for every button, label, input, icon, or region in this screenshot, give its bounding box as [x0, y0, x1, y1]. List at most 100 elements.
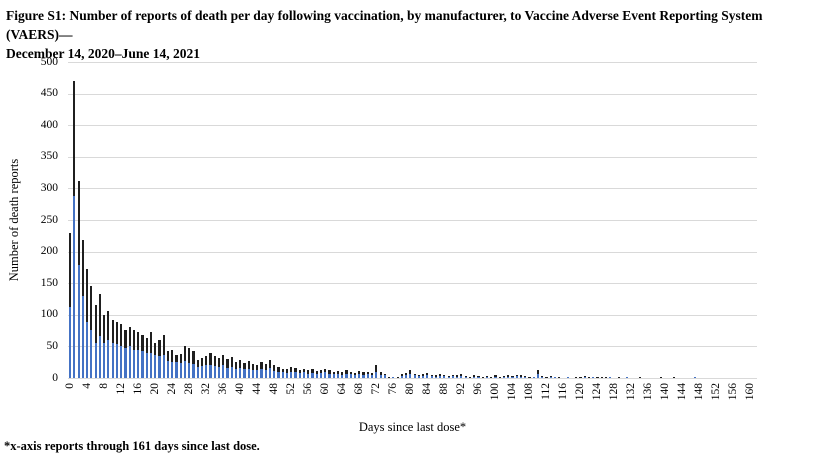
x-tick-label-48: 48 [267, 383, 280, 395]
bar-day-7-blue [98, 336, 101, 378]
x-tick-label-88: 88 [437, 383, 450, 395]
bar-day-29-black [192, 350, 195, 365]
bar-day-72-black [375, 365, 378, 372]
bar-day-3-black [81, 240, 84, 296]
bar-day-84-blue [426, 375, 429, 378]
bar-day-36-blue [222, 365, 225, 378]
bar-day-14-blue [128, 346, 131, 378]
gridline-450 [68, 93, 757, 95]
bar-day-64-black [341, 372, 344, 375]
bar-day-53-black [294, 367, 297, 373]
bar-day-59-blue [319, 372, 323, 378]
bar-day-52-black [290, 366, 293, 372]
x-tick-label-20: 20 [148, 383, 161, 395]
bar-day-22-black [162, 335, 165, 355]
x-tick-label-8: 8 [97, 383, 110, 389]
gridline-350 [68, 156, 757, 158]
bar-day-139-black [660, 376, 663, 378]
bar-day-26-blue [179, 363, 182, 378]
bar-day-115-black [558, 376, 561, 378]
x-tick-label-96: 96 [471, 383, 484, 395]
bar-day-47-blue [268, 367, 272, 378]
footnote: *x-axis reports through 161 days since l… [4, 439, 260, 453]
y-tick-label-450: 450 [40, 87, 58, 100]
bar-day-122-black [587, 376, 591, 378]
x-tick-label-104: 104 [505, 383, 518, 401]
bar-day-106-black [519, 375, 523, 377]
bar-day-16-black [137, 331, 140, 351]
x-tick-label-60: 60 [318, 383, 331, 395]
x-tick-label-40: 40 [233, 383, 246, 395]
y-tick-label-400: 400 [40, 118, 58, 131]
bar-day-134-black [638, 376, 642, 378]
bar-day-94-blue [468, 377, 471, 378]
bar-day-79-black [405, 372, 408, 376]
bar-day-28-black [188, 348, 191, 364]
bar-day-47-black [268, 360, 272, 368]
bar-day-1-black [73, 80, 76, 196]
x-tick-label-16: 16 [131, 383, 144, 395]
bar-day-42-blue [247, 368, 250, 378]
bar-day-60-black [324, 368, 327, 373]
bar-day-127-blue [609, 377, 612, 378]
bar-day-91-black [456, 375, 459, 377]
bar-day-101-blue [498, 377, 501, 378]
bar-day-12-blue [120, 346, 123, 378]
bar-day-58-black [315, 371, 318, 375]
bar-day-102-blue [502, 376, 506, 378]
bar-day-104-black [511, 376, 514, 377]
x-tick-label-84: 84 [420, 383, 433, 395]
bar-day-24-black [171, 350, 174, 362]
bar-day-73-blue [379, 374, 382, 378]
bar-day-92-blue [460, 376, 463, 378]
gridline-400 [68, 125, 757, 127]
bar-day-97-black [481, 376, 484, 378]
bar-day-112-black [545, 376, 548, 378]
x-tick-label-4: 4 [80, 383, 93, 389]
y-tick-label-250: 250 [40, 213, 58, 226]
bar-day-50-blue [281, 372, 284, 378]
bar-day-84-black [426, 372, 429, 376]
bar-day-44-blue [256, 370, 259, 378]
bar-day-70-blue [366, 374, 369, 378]
y-tick-label-350: 350 [40, 150, 58, 163]
bar-day-61-blue [328, 373, 331, 378]
x-tick-label-100: 100 [488, 383, 501, 401]
bar-day-70-black [366, 371, 369, 375]
bar-day-20-black [154, 343, 157, 356]
gridline-300 [68, 188, 757, 190]
x-tick-label-52: 52 [284, 383, 297, 395]
x-tick-label-76: 76 [386, 383, 399, 395]
x-tick-label-160: 160 [744, 383, 757, 401]
x-tick-label-136: 136 [642, 383, 655, 401]
bar-day-29-blue [192, 364, 195, 378]
bar-day-4-blue [86, 322, 89, 378]
bar-day-80-blue [409, 374, 412, 378]
bar-day-20-blue [154, 355, 157, 378]
bar-day-10-blue [111, 342, 114, 378]
gridline-200 [68, 251, 757, 253]
bar-day-6-blue [94, 343, 97, 378]
bar-day-56-black [307, 370, 310, 374]
bar-day-113-blue [549, 376, 552, 378]
bar-day-83-blue [422, 376, 425, 378]
bar-day-82-black [417, 374, 420, 377]
bar-day-121-black [583, 376, 586, 378]
bar-day-69-black [362, 372, 365, 375]
bar-day-100-blue [494, 376, 497, 378]
x-tick-label-144: 144 [676, 383, 689, 401]
bar-day-21-black [158, 340, 161, 356]
gridline-250 [68, 220, 757, 221]
bar-day-24-blue [171, 361, 174, 378]
bar-day-2-blue [77, 264, 80, 378]
x-axis-title: Days since last dose* [358, 420, 467, 434]
bar-day-75-blue [388, 377, 391, 378]
bar-day-56-blue [307, 373, 310, 378]
bar-day-77-black [396, 376, 399, 378]
bar-day-78-black [400, 374, 403, 377]
bar-day-17-black [141, 335, 144, 352]
bar-day-88-black [443, 374, 446, 377]
bar-day-81-blue [413, 375, 416, 378]
bar-day-62-black [332, 371, 335, 375]
x-tick-label-92: 92 [454, 383, 467, 395]
